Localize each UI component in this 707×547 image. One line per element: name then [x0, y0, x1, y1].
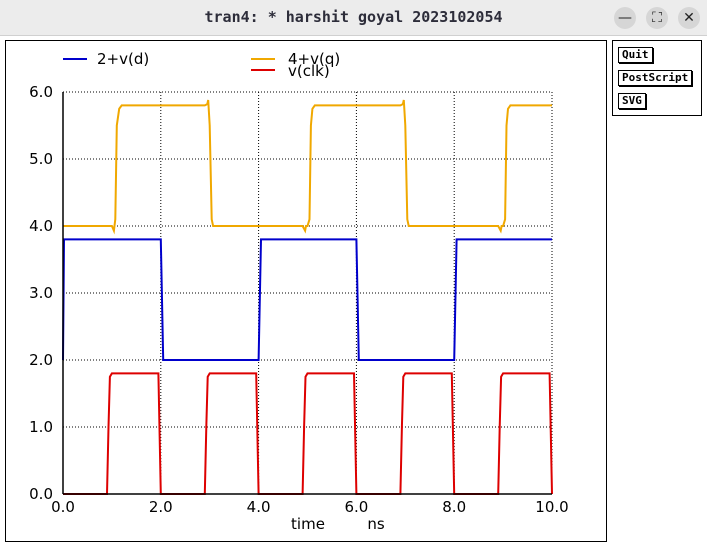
- legend-label-0: 2+v(d): [97, 50, 149, 68]
- waveform-chart: 0.0 2.0 4.0 6.0 8.0 10.0 0.0 1.0 2.0 3.0 4.0 5.0 6.0…: [29, 50, 569, 533]
- y-tick-label: 0.0: [29, 485, 53, 503]
- quit-button[interactable]: Quit: [618, 47, 653, 63]
- y-tick-label: 6.0: [29, 83, 53, 101]
- legend-label-1: 4+v(q): [288, 50, 340, 68]
- series-line-0: [62, 238, 552, 361]
- axis-layer: 0.0 2.0 4.0 6.0 8.0 10.0 0.0 1.0 2.0 3.0 4.0 5.0 6.0: [29, 83, 569, 516]
- series-layer: [62, 99, 553, 495]
- postscript-button[interactable]: PostScript: [618, 70, 693, 86]
- x-tick-label: 2.0: [149, 498, 173, 516]
- plot-area: 0.0 2.0 4.0 6.0 8.0 10.0 0.0 1.0 2.0 3.0 4.0 5.0 6.0…: [5, 40, 607, 542]
- x-axis-unit: ns: [367, 515, 385, 533]
- side-panel: Quit PostScript SVG: [612, 40, 702, 116]
- x-tick-label: 0.0: [51, 498, 75, 516]
- y-tick-label: 2.0: [29, 351, 53, 369]
- y-tick-label: 4.0: [29, 217, 53, 235]
- window-title: tran4: * harshit goyal 2023102054: [204, 8, 503, 26]
- legend-label-2: v(clk): [288, 62, 330, 80]
- y-tick-label: 3.0: [29, 284, 53, 302]
- close-button[interactable]: ✕: [678, 7, 700, 29]
- x-axis-label: time: [291, 515, 325, 533]
- series-line-2: [63, 372, 553, 495]
- y-tick-label: 1.0: [29, 418, 53, 436]
- series-line-1: [63, 99, 552, 235]
- minimize-button[interactable]: —: [614, 7, 636, 29]
- x-tick-label: 10.0: [535, 498, 568, 516]
- grid-layer: [63, 91, 553, 494]
- window-titlebar: tran4: * harshit goyal 2023102054 — ⛶ ✕: [0, 0, 707, 36]
- legend: 2+v(d) 4+v(q)v(clk): [63, 50, 340, 80]
- svg-button[interactable]: SVG: [618, 93, 646, 109]
- x-tick-label: 6.0: [344, 498, 368, 516]
- x-tick-label: 4.0: [247, 498, 271, 516]
- x-tick-label: 8.0: [442, 498, 466, 516]
- maximize-button[interactable]: ⛶: [646, 7, 668, 29]
- y-tick-label: 5.0: [29, 150, 53, 168]
